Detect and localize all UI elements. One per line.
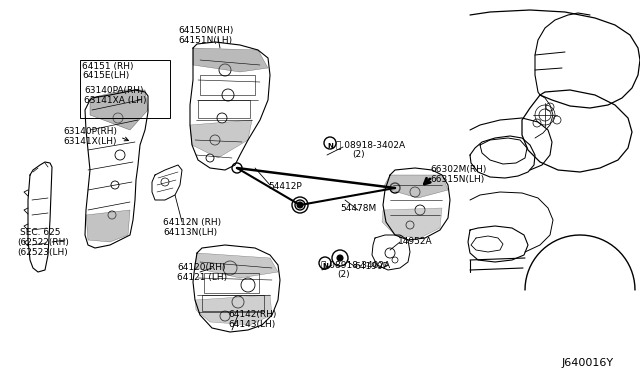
Text: 64151 (RH): 64151 (RH) bbox=[82, 62, 134, 71]
Bar bbox=[200, 75, 255, 95]
Text: Ⓝ 08918-3402A: Ⓝ 08918-3402A bbox=[336, 140, 405, 149]
Polygon shape bbox=[193, 48, 268, 72]
Bar bbox=[80, 60, 170, 118]
Text: 64190P: 64190P bbox=[354, 262, 388, 271]
Polygon shape bbox=[86, 210, 130, 242]
Text: 63141XA (LH): 63141XA (LH) bbox=[84, 96, 147, 105]
Circle shape bbox=[390, 183, 400, 193]
Text: 54478M: 54478M bbox=[340, 204, 376, 213]
Text: SEC. 625: SEC. 625 bbox=[20, 228, 61, 237]
Text: 63141X(LH): 63141X(LH) bbox=[63, 137, 116, 146]
Text: 64150N(RH): 64150N(RH) bbox=[178, 26, 234, 35]
Text: N: N bbox=[322, 263, 328, 269]
Text: 63140PA(RH): 63140PA(RH) bbox=[84, 86, 143, 95]
Polygon shape bbox=[190, 120, 252, 158]
Text: 6415E(LH): 6415E(LH) bbox=[82, 71, 129, 80]
Bar bbox=[198, 100, 250, 118]
Text: 63140P(RH): 63140P(RH) bbox=[63, 127, 117, 136]
Bar bbox=[202, 295, 264, 311]
Text: 66302M(RH): 66302M(RH) bbox=[430, 165, 486, 174]
Polygon shape bbox=[90, 90, 148, 130]
Text: (62523(LH): (62523(LH) bbox=[17, 248, 68, 257]
Polygon shape bbox=[195, 295, 272, 325]
Polygon shape bbox=[383, 175, 448, 198]
Text: 64142(RH): 64142(RH) bbox=[228, 310, 276, 319]
Text: 64120(RH): 64120(RH) bbox=[177, 263, 225, 272]
Bar bbox=[204, 273, 259, 293]
Circle shape bbox=[337, 255, 343, 261]
Circle shape bbox=[232, 163, 242, 173]
Text: (2): (2) bbox=[337, 270, 349, 279]
Text: 64112N (RH): 64112N (RH) bbox=[163, 218, 221, 227]
Text: 64143(LH): 64143(LH) bbox=[228, 320, 275, 329]
Text: Ⓝ 08918-3402A: Ⓝ 08918-3402A bbox=[321, 260, 390, 269]
Text: 64113N(LH): 64113N(LH) bbox=[163, 228, 217, 237]
Text: N: N bbox=[327, 143, 333, 149]
Text: (62522(RH): (62522(RH) bbox=[17, 238, 69, 247]
Text: 14952A: 14952A bbox=[398, 237, 433, 246]
Text: 54412P: 54412P bbox=[268, 182, 301, 191]
Text: (2): (2) bbox=[352, 150, 365, 159]
Polygon shape bbox=[195, 253, 278, 278]
Text: 64151N(LH): 64151N(LH) bbox=[178, 36, 232, 45]
Text: 66315N(LH): 66315N(LH) bbox=[430, 175, 484, 184]
Text: J640016Y: J640016Y bbox=[562, 358, 614, 368]
Polygon shape bbox=[382, 208, 442, 238]
Circle shape bbox=[297, 202, 303, 208]
Circle shape bbox=[295, 200, 305, 210]
Text: 64121 (LH): 64121 (LH) bbox=[177, 273, 227, 282]
